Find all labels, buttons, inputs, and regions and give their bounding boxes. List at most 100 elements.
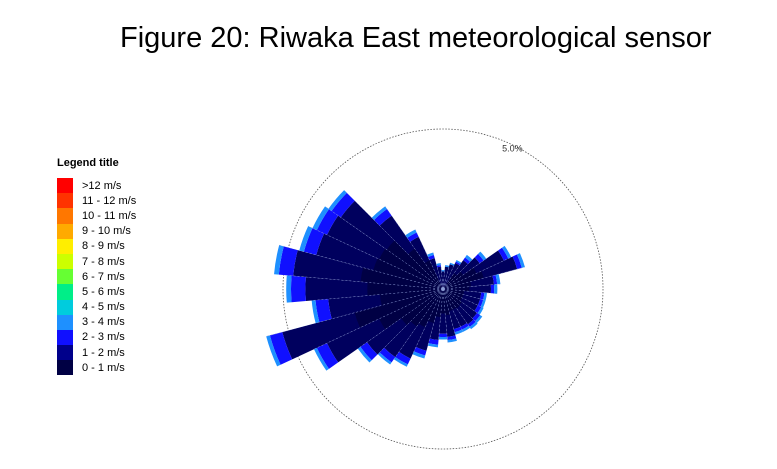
petal-segment xyxy=(480,292,485,300)
legend-label: 4 - 5 m/s xyxy=(82,301,125,314)
legend-entry: 3 - 4 m/s xyxy=(57,314,136,330)
petal-spoke xyxy=(442,258,487,290)
legend-swatch xyxy=(57,329,73,346)
petal-core xyxy=(401,289,443,326)
wind-rose-spokes xyxy=(266,189,525,360)
petal-core xyxy=(408,248,443,289)
petal-segment xyxy=(443,262,460,289)
legend-entry: 6 - 7 m/s xyxy=(57,269,136,285)
petal-segment xyxy=(331,192,355,218)
petal-segment xyxy=(315,299,332,323)
petal-core xyxy=(410,289,443,327)
petal-core xyxy=(443,271,484,289)
petal-segment xyxy=(274,245,284,275)
legend-title: Legend title xyxy=(57,157,119,169)
petal-spoke xyxy=(279,244,444,290)
petal-spoke xyxy=(308,225,444,290)
petal-segment xyxy=(447,338,457,343)
legend-swatch xyxy=(57,269,73,285)
legend-swatch xyxy=(57,238,73,254)
petal-segment xyxy=(490,284,495,294)
petal-segment xyxy=(455,259,462,265)
petal-segment xyxy=(311,300,320,324)
petal-spoke xyxy=(442,288,478,324)
petal-spoke xyxy=(266,288,444,337)
petal-segment xyxy=(498,247,509,261)
petal-core xyxy=(424,260,443,289)
petal-spoke xyxy=(442,262,462,290)
wind-rose-petals xyxy=(266,190,525,371)
petal-segment xyxy=(477,306,484,315)
petal-spoke xyxy=(442,256,512,290)
petal-segment xyxy=(395,351,411,365)
petal-segment xyxy=(427,252,434,258)
petal-segment xyxy=(269,332,293,365)
petal-segment xyxy=(313,347,329,371)
legend-swatch xyxy=(57,193,73,209)
legend-swatch xyxy=(57,253,73,270)
figure-title: Figure 20: Riwaka East meteorological se… xyxy=(120,22,712,54)
legend-entry: >12 m/s xyxy=(57,178,136,194)
petal-spoke xyxy=(311,288,444,301)
petal-segment xyxy=(453,326,462,333)
petal-segment xyxy=(286,275,292,303)
petal-segment xyxy=(474,305,482,314)
petal-spoke xyxy=(384,206,444,290)
petal-spoke xyxy=(442,288,480,315)
legend-entry: 8 - 9 m/s xyxy=(57,238,136,254)
petal-segment xyxy=(460,323,469,330)
legend: Legend title >12 m/s 11 - 12 m/s 10 - 11 m… xyxy=(57,157,137,376)
petal-spoke xyxy=(412,288,444,355)
petal-segment xyxy=(379,347,396,363)
petal-segment xyxy=(438,333,448,337)
petal-core xyxy=(443,289,462,306)
petal-segment xyxy=(303,228,325,256)
petal-core xyxy=(379,248,443,289)
legend-swatch xyxy=(57,223,73,239)
legend-label: 10 - 11 m/s xyxy=(82,209,137,222)
petal-segment xyxy=(328,190,347,211)
petal-segment xyxy=(472,312,481,322)
petal-segment xyxy=(449,262,455,266)
petal-spoke xyxy=(442,288,448,343)
petal-spoke xyxy=(442,288,486,301)
petal-core xyxy=(379,289,443,330)
petal-segment xyxy=(428,338,439,345)
petal-segment xyxy=(501,245,512,259)
legend-swatch xyxy=(57,314,73,330)
petal-spoke xyxy=(415,229,444,290)
petal-spoke xyxy=(442,264,455,290)
legend-swatch xyxy=(57,284,73,300)
petal-spoke xyxy=(440,263,444,290)
petal-segment xyxy=(428,254,435,260)
petal-segment xyxy=(291,275,306,303)
legend-entry: 0 - 1 m/s xyxy=(57,360,136,376)
petal-segment xyxy=(475,315,483,323)
legend-swatch xyxy=(57,208,73,224)
petal-spoke xyxy=(442,270,445,290)
legend-entry: 2 - 3 m/s xyxy=(57,329,136,346)
petal-core xyxy=(440,289,446,314)
petal-spoke xyxy=(442,265,450,290)
petal-segment xyxy=(316,343,339,369)
petal-segment xyxy=(478,251,487,261)
petal-segment xyxy=(447,335,457,341)
legend-label: 2 - 3 m/s xyxy=(82,331,125,344)
petal-segment xyxy=(492,274,498,285)
petal-core xyxy=(418,289,443,328)
petal-segment xyxy=(316,209,339,235)
petal-spoke xyxy=(377,288,444,355)
legend-entry: 9 - 10 m/s xyxy=(57,223,136,239)
legend-label: 11 - 12 m/s xyxy=(82,194,137,207)
legend-entry: 5 - 6 m/s xyxy=(57,284,136,300)
frequency-ring xyxy=(282,128,604,450)
petal-segment xyxy=(438,336,448,340)
petal-segment xyxy=(463,257,471,265)
petal-spoke xyxy=(438,288,444,340)
petal-segment xyxy=(455,261,461,266)
petal-spoke xyxy=(442,259,473,290)
petal-segment xyxy=(373,209,392,226)
petal-spoke xyxy=(442,283,501,290)
petal-core xyxy=(443,267,477,289)
